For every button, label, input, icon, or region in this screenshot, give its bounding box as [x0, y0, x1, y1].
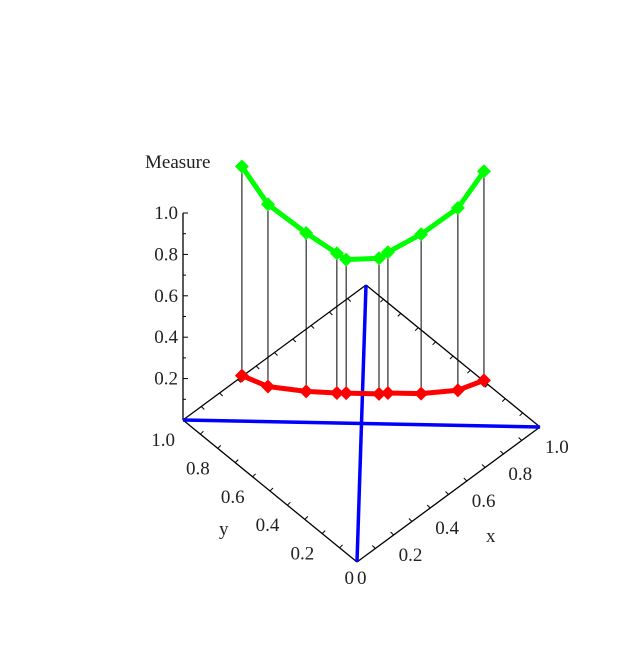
data-point-0	[450, 383, 465, 398]
x-tick-label: 0.2	[399, 545, 423, 566]
data-point-0	[234, 368, 249, 383]
box-tick	[380, 298, 384, 303]
data-point-0	[371, 386, 386, 401]
x-tick	[463, 477, 468, 482]
data-point-1	[371, 251, 386, 266]
data-point-0	[380, 385, 395, 400]
data-point-0	[299, 384, 314, 399]
y-tick	[321, 530, 326, 534]
data-point-0	[339, 386, 354, 401]
y-tick-label: 0.6	[221, 487, 245, 508]
data-point-1	[260, 197, 275, 212]
z-tick-label: 1.0	[154, 203, 178, 224]
z-tick-label: 0.2	[154, 369, 178, 390]
x-tick-label: 0	[357, 568, 367, 589]
data-point-1	[450, 201, 465, 216]
data-point-0	[414, 386, 429, 401]
z-axis-label: Measure	[145, 152, 210, 173]
z-tick-label: 0.8	[154, 244, 178, 265]
box-tick	[255, 365, 260, 370]
x-tick	[481, 464, 486, 468]
data-point-1	[414, 227, 429, 242]
y-tick-label: 1.0	[151, 430, 175, 451]
x-tick-label: 1.0	[545, 437, 569, 458]
box-tick	[237, 379, 242, 383]
series-line-0	[240, 373, 485, 397]
x-tick	[390, 531, 394, 536]
y-tick	[269, 487, 274, 492]
x-axis-label: x	[486, 526, 496, 547]
z-tick-label: 0.4	[154, 327, 178, 348]
box-tick	[449, 355, 454, 360]
box-tick	[414, 327, 419, 331]
data-point-1	[329, 246, 344, 261]
x-tick-label: 0.6	[472, 491, 496, 512]
data-point-1	[299, 226, 314, 241]
x-tick-label: 0.8	[508, 464, 532, 485]
box-tick	[292, 338, 297, 343]
y-tick	[339, 544, 343, 549]
data-point-1	[234, 159, 249, 174]
data-point-1	[476, 164, 491, 179]
box-tick	[467, 369, 471, 374]
y-tick-label: 0.8	[186, 458, 210, 479]
box-tick	[484, 384, 489, 388]
x-tick	[408, 518, 413, 522]
data-point-0	[476, 373, 491, 388]
box-tick	[432, 341, 436, 346]
y-tick-label: 0.4	[256, 515, 280, 536]
box-tick	[347, 298, 352, 302]
box-tick	[200, 406, 205, 410]
z-tick-label: 0.6	[154, 286, 178, 307]
y-tick	[287, 501, 291, 506]
series-line-1	[239, 165, 486, 263]
y-tick	[200, 430, 204, 435]
data-point-0	[260, 379, 275, 394]
data-point-0	[329, 386, 344, 401]
y-tick	[234, 459, 239, 463]
box-tick	[397, 313, 402, 317]
box-tick	[519, 412, 523, 417]
box-tick	[329, 311, 333, 316]
y-tick	[217, 445, 222, 449]
box-tick	[219, 392, 223, 397]
x-tick	[518, 437, 523, 441]
x-tick	[500, 450, 504, 455]
box-tick	[501, 398, 506, 402]
data-point-1	[380, 245, 395, 260]
y-tick-label: 0.2	[290, 544, 314, 565]
y-tick	[252, 473, 256, 478]
y-axis-label: y	[219, 519, 229, 540]
x-tick	[445, 491, 449, 495]
data-point-1	[339, 252, 354, 267]
x-tick	[371, 545, 376, 549]
diagonal-line	[355, 284, 368, 563]
box-tick	[310, 325, 315, 329]
y-tick-label: 0	[345, 568, 355, 589]
box-tick	[274, 352, 278, 356]
x-tick	[426, 504, 431, 509]
y-tick	[304, 516, 309, 520]
x-tick-label: 0.4	[435, 518, 459, 539]
